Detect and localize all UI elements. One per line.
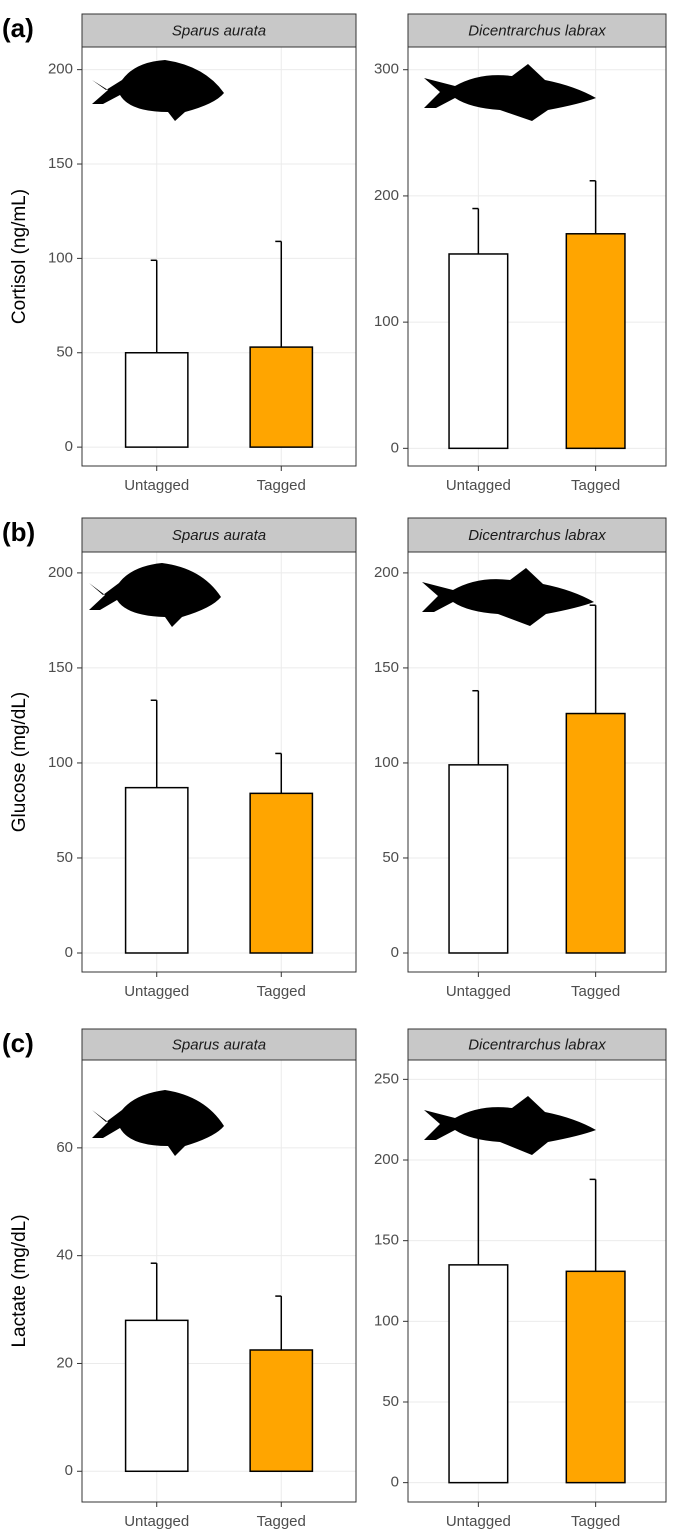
y-tick-label: 200 [48,61,73,78]
y-axis-title: Glucose (mg/dL) [9,692,30,832]
x-tick-label: Untagged [124,1513,189,1530]
y-tick-label: 0 [391,944,399,961]
panel-border [81,46,357,467]
y-tick-label: 50 [56,849,73,866]
y-tick-label: 40 [56,1247,73,1264]
strip-title: Sparus aurata [172,22,266,39]
bar [565,1270,626,1484]
bar [249,792,314,954]
strip [407,13,667,48]
y-tick-label: 20 [56,1354,73,1371]
y-tick-label: 200 [374,564,399,581]
fish-icon [422,568,594,626]
bar [565,233,626,450]
fish-icons [89,60,596,1156]
y-tick-label: 0 [391,1474,399,1491]
bar [448,253,509,450]
y-tick-label: 150 [48,659,73,676]
bar [565,712,626,954]
y-tick-label: 150 [48,155,73,172]
y-tick-label: 50 [382,1393,399,1410]
y-tick-label: 100 [374,313,399,330]
bar [448,1264,509,1484]
y-tick-label: 200 [374,187,399,204]
panel-background [82,552,356,972]
panel-label: (a) [2,13,34,43]
bar [448,764,509,954]
panel-label: (b) [2,517,35,547]
x-tick-label: Tagged [571,983,620,1000]
strip [81,517,357,553]
y-tick-label: 300 [374,61,399,78]
panel-border [81,551,357,973]
bar [124,1319,189,1473]
y-tick-label: 100 [48,754,73,771]
y-tick-label: 200 [48,564,73,581]
fish-icon [92,1090,224,1156]
y-tick-label: 50 [56,344,73,361]
x-tick-label: Untagged [124,477,189,494]
strip-title: Dicentrarchus labrax [468,1036,606,1053]
y-tick-label: 0 [65,438,73,455]
x-tick-label: Untagged [124,983,189,1000]
y-tick-label: 150 [374,1232,399,1249]
x-tick-label: Tagged [257,477,306,494]
y-tick-label: 50 [382,849,399,866]
x-tick-label: Tagged [571,477,620,494]
y-tick-label: 60 [56,1139,73,1156]
panel-border [407,1059,667,1503]
y-axis-title: Cortisol (ng/mL) [9,189,30,324]
y-tick-label: 0 [65,1462,73,1479]
panel-background [82,47,356,466]
x-tick-label: Tagged [571,1513,620,1530]
panel-border [81,1059,357,1503]
y-tick-label: 150 [374,659,399,676]
panel-border [407,46,667,467]
x-tick-label: Untagged [446,477,511,494]
strip-title: Sparus aurata [172,1036,266,1053]
y-axis-title: Lactate (mg/dL) [9,1214,30,1347]
bar [124,352,189,448]
fish-icon [424,64,596,121]
y-tick-label: 0 [391,439,399,456]
fish-icon [89,563,221,627]
y-tick-label: 100 [374,754,399,771]
strip-title: Dicentrarchus labrax [468,527,606,544]
panel-label: (c) [2,1028,34,1058]
y-tick-label: 100 [48,249,73,266]
fish-icon [424,1096,596,1155]
x-tick-label: Tagged [257,983,306,1000]
y-tick-label: 100 [374,1312,399,1329]
y-tick-label: 250 [374,1070,399,1087]
strip [81,13,357,48]
y-tick-label: 200 [374,1151,399,1168]
panel-border [407,551,667,973]
x-tick-label: Untagged [446,983,511,1000]
bar [249,1349,314,1473]
fish-icon [92,60,224,121]
y-tick-label: 0 [65,944,73,961]
strip [407,517,667,553]
bar [124,786,189,954]
strip [81,1028,357,1061]
x-tick-label: Untagged [446,1513,511,1530]
x-tick-label: Tagged [257,1513,306,1530]
strip-title: Dicentrarchus labrax [468,22,606,39]
strip-title: Sparus aurata [172,527,266,544]
bar [249,346,314,448]
